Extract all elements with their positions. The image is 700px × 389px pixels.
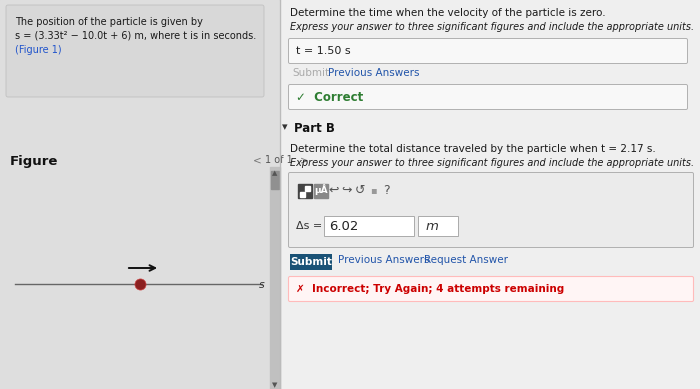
Text: m: m [426,219,439,233]
Text: ↺: ↺ [355,184,365,196]
FancyBboxPatch shape [288,172,694,247]
Text: ▪: ▪ [370,185,377,195]
Text: Determine the total distance traveled by the particle when t = 2.17 s.: Determine the total distance traveled by… [290,144,656,154]
Text: ✓  Correct: ✓ Correct [296,91,363,103]
Text: >: > [300,155,309,165]
Text: Previous Answers: Previous Answers [328,68,419,78]
Text: ?: ? [383,184,389,196]
Text: ▲: ▲ [272,170,278,176]
FancyBboxPatch shape [288,84,687,109]
Bar [418,216,458,236]
Bar [300,191,304,196]
Text: Express your answer to three significant figures and include the appropriate uni: Express your answer to three significant… [290,22,694,32]
Text: Δs =: Δs = [296,221,322,231]
Text: t = 1.50 s: t = 1.50 s [296,46,351,56]
Text: Submit: Submit [292,68,329,78]
Bar [270,167,280,389]
Text: Previous Answers: Previous Answers [338,255,430,265]
Text: Figure: Figure [10,155,58,168]
Bar [271,171,279,189]
Text: Express your answer to three significant figures and include the appropriate uni: Express your answer to three significant… [290,158,694,168]
Bar [298,184,312,198]
Text: ↩: ↩ [329,184,340,196]
Text: s = (3.33t² − 10.0t + 6) m, where t is in seconds.: s = (3.33t² − 10.0t + 6) m, where t is i… [15,30,256,40]
Bar [280,0,700,389]
Text: ▾: ▾ [282,122,288,132]
FancyBboxPatch shape [288,277,694,301]
Text: Part B: Part B [294,122,335,135]
Text: 1 of 1: 1 of 1 [265,155,293,165]
Text: s: s [259,280,265,290]
Text: Request Answer: Request Answer [424,255,508,265]
Text: <: < [253,155,262,165]
Text: μÅ: μÅ [314,184,328,196]
Bar [324,216,414,236]
Text: Determine the time when the velocity of the particle is zero.: Determine the time when the velocity of … [290,8,606,18]
FancyBboxPatch shape [6,5,264,97]
FancyBboxPatch shape [288,39,687,63]
Text: Submit: Submit [290,257,332,267]
Text: The position of the particle is given by: The position of the particle is given by [15,17,203,27]
Text: ✗  Incorrect; Try Again; 4 attempts remaining: ✗ Incorrect; Try Again; 4 attempts remai… [296,284,564,294]
Text: (Figure 1): (Figure 1) [15,45,62,55]
Bar [0,0,280,389]
Bar [314,184,328,198]
Text: ↪: ↪ [342,184,352,196]
Bar [305,186,310,191]
Text: ▼: ▼ [272,382,278,388]
Text: 6.02: 6.02 [329,219,358,233]
Bar [290,254,332,270]
